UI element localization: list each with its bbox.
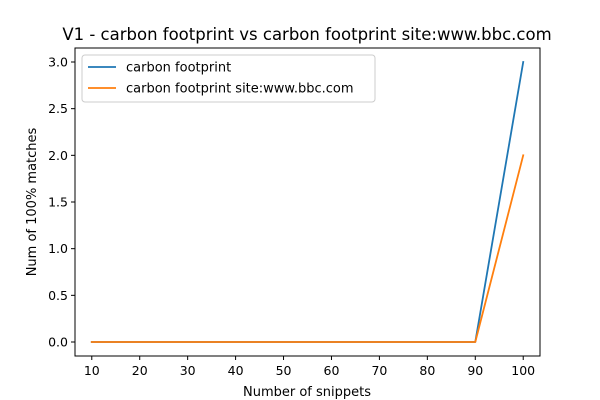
- y-tick-label: 1.5: [48, 195, 68, 210]
- series-layer: [90, 60, 525, 343]
- legend: carbon footprint carbon footprint site:ww…: [81, 54, 376, 103]
- x-tick-label: 60: [324, 363, 340, 378]
- series-line-2: [90, 154, 525, 343]
- series-line-1: [90, 60, 525, 343]
- legend-label-1: carbon footprint: [126, 61, 231, 76]
- x-tick-label: 20: [132, 363, 148, 378]
- x-tick-label: 70: [371, 363, 387, 378]
- y-tick-label: 2.0: [48, 148, 68, 163]
- x-tick-label: 40: [228, 363, 244, 378]
- y-tick-label: 3.0: [48, 55, 68, 70]
- legend-items: carbon footprint carbon footprint site:ww…: [88, 61, 354, 97]
- y-tick-label: 2.5: [48, 101, 68, 116]
- y-tick-label: 1.0: [48, 241, 68, 256]
- y-ticks: 0.0 0.5 1.0 1.5 2.0 2.5 3.0: [48, 55, 75, 350]
- plot-area: 10 20 30 40 50 60 70 80 90 100 0.0 0.5 1.0 1.5 2.0 2.5…: [48, 47, 541, 378]
- y-tick-label: 0.5: [48, 288, 68, 303]
- x-ticks: 10 20 30 40 50 60 70 80 90 100: [84, 356, 535, 378]
- x-tick-label: 90: [467, 363, 483, 378]
- x-tick-label: 30: [180, 363, 196, 378]
- x-tick-label: 80: [419, 363, 435, 378]
- legend-box: [81, 54, 376, 103]
- y-tick-label: 0.0: [48, 335, 68, 350]
- legend-label-2: carbon footprint site:www.bbc.com: [126, 82, 354, 97]
- y-axis-label: Num of 100% matches: [25, 127, 40, 276]
- x-axis-label: Number of snippets: [243, 385, 371, 400]
- x-tick-label: 100: [511, 363, 535, 378]
- chart-title: V1 - carbon footprint vs carbon footprin…: [62, 25, 551, 44]
- x-tick-label: 50: [276, 363, 292, 378]
- x-tick-label: 10: [84, 363, 100, 378]
